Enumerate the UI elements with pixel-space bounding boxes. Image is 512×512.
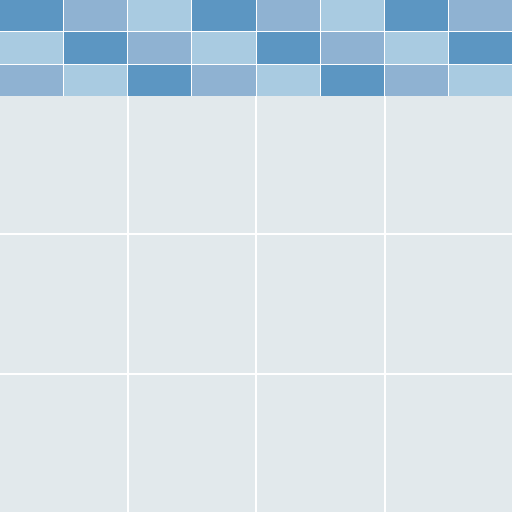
grey-panel [257,96,384,234]
tile-medium [256,0,320,32]
tile-dark [128,64,192,96]
tile-light [256,64,320,96]
grey-panel [385,96,512,234]
tile-dark [320,64,384,96]
grey-panel-grid [0,96,512,512]
tile-light [384,32,448,64]
grey-panel [0,96,127,234]
grey-panel [128,235,255,373]
tile-dark [0,0,64,32]
blue-tile-band [0,0,512,96]
grey-panel [0,374,127,512]
grey-panel [0,235,127,373]
tile-light [128,0,192,32]
tile-light [64,64,128,96]
tile-dark [192,0,256,32]
tile-medium [64,0,128,32]
tile-light [192,32,256,64]
grey-panel [385,235,512,373]
tile-light [448,64,512,96]
tile-light [0,32,64,64]
tile-light [320,0,384,32]
tile-medium [128,32,192,64]
tile-dark [64,32,128,64]
tile-medium [192,64,256,96]
tile-dark [448,32,512,64]
grey-panel [257,235,384,373]
tile-medium [448,0,512,32]
tile-medium [384,64,448,96]
grey-panel [128,374,255,512]
grey-panel [385,374,512,512]
tile-medium [0,64,64,96]
grey-panel [128,96,255,234]
tile-dark [384,0,448,32]
tile-medium [320,32,384,64]
tile-dark [256,32,320,64]
grey-panel [257,374,384,512]
